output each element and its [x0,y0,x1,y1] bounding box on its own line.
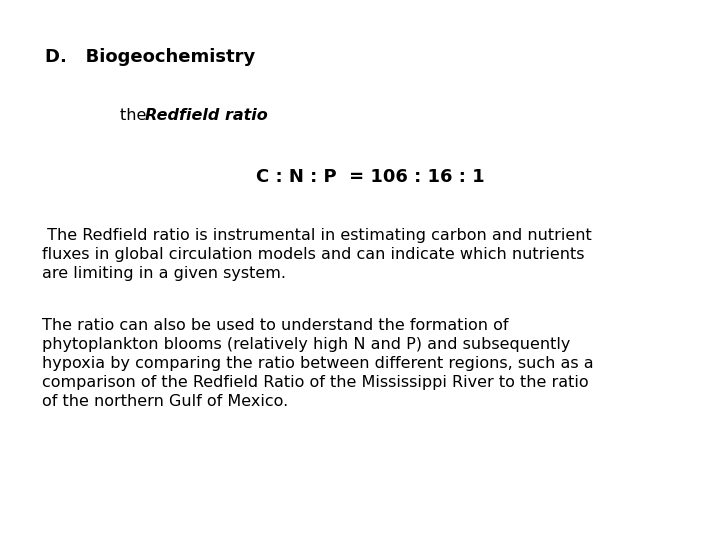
Text: comparison of the Redfield Ratio of the Mississippi River to the ratio: comparison of the Redfield Ratio of the … [42,375,589,390]
Text: of the northern Gulf of Mexico.: of the northern Gulf of Mexico. [42,394,288,409]
Text: :: : [233,108,243,123]
Text: are limiting in a given system.: are limiting in a given system. [42,266,286,281]
Text: fluxes in global circulation models and can indicate which nutrients: fluxes in global circulation models and … [42,247,585,262]
Text: C : N : P  = 106 : 16 : 1: C : N : P = 106 : 16 : 1 [256,168,485,186]
Text: D.   Biogeochemistry: D. Biogeochemistry [45,48,256,66]
Text: the: the [120,108,151,123]
Text: phytoplankton blooms (relatively high N and P) and subsequently: phytoplankton blooms (relatively high N … [42,337,570,352]
Text: Redfield ratio: Redfield ratio [145,108,268,123]
Text: The Redfield ratio is instrumental in estimating carbon and nutrient: The Redfield ratio is instrumental in es… [42,228,592,243]
Text: hypoxia by comparing the ratio between different regions, such as a: hypoxia by comparing the ratio between d… [42,356,593,371]
Text: The ratio can also be used to understand the formation of: The ratio can also be used to understand… [42,318,508,333]
